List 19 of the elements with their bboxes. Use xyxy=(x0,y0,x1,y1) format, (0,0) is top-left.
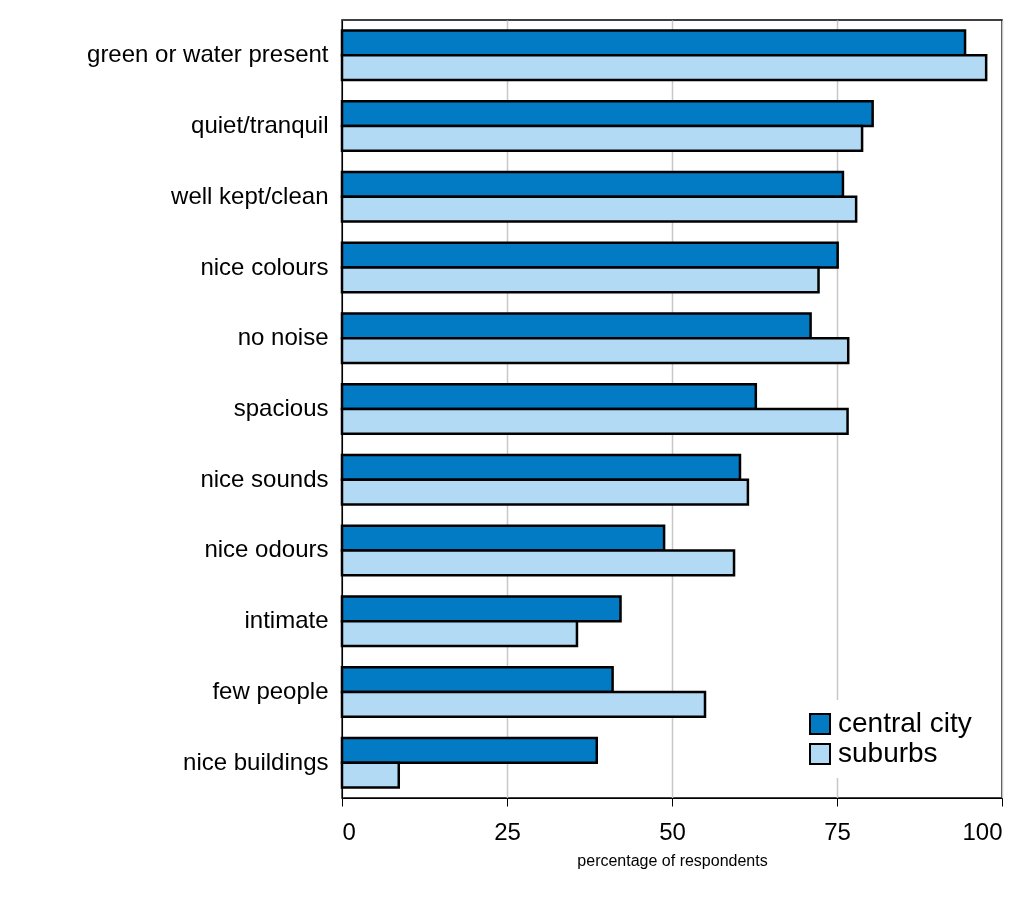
y-tick-label: nice colours xyxy=(200,252,329,280)
x-tick-label: 75 xyxy=(824,817,851,845)
y-tick-label: green or water present xyxy=(87,40,329,68)
y-tick-label: quiet/tranquil xyxy=(191,111,329,139)
x-tick-label: 100 xyxy=(962,817,1003,845)
y-tick-label: intimate xyxy=(244,606,329,634)
x-axis-title: percentage of respondents xyxy=(577,851,768,869)
legend-label: central city xyxy=(838,707,972,738)
y-tick-label: spacious xyxy=(233,394,329,421)
x-tick-label: 50 xyxy=(659,817,686,845)
legend-label: suburbs xyxy=(838,737,938,768)
x-tick-label: 0 xyxy=(342,817,356,845)
y-tick-label: nice odours xyxy=(204,535,329,563)
y-tick-label: nice sounds xyxy=(200,464,329,492)
y-tick-label: no noise xyxy=(237,323,329,351)
y-tick-label: well kept/clean xyxy=(170,181,329,209)
y-tick-label: few people xyxy=(212,676,329,704)
y-tick-label: nice buildings xyxy=(183,747,329,775)
x-tick-label: 25 xyxy=(494,817,521,845)
